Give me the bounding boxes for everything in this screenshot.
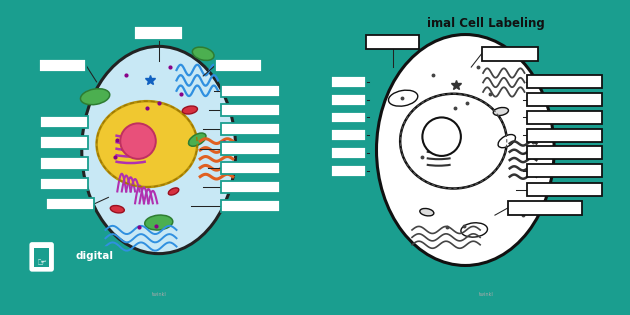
FancyBboxPatch shape	[508, 201, 582, 215]
FancyBboxPatch shape	[527, 111, 602, 124]
Ellipse shape	[145, 215, 173, 230]
FancyBboxPatch shape	[331, 94, 366, 106]
FancyBboxPatch shape	[331, 147, 366, 159]
FancyBboxPatch shape	[39, 60, 86, 72]
FancyBboxPatch shape	[30, 243, 53, 271]
FancyBboxPatch shape	[215, 60, 263, 72]
FancyBboxPatch shape	[527, 183, 602, 197]
Ellipse shape	[81, 89, 110, 105]
Text: twinkl: twinkl	[151, 292, 166, 297]
Ellipse shape	[82, 46, 236, 254]
Text: twinkl: twinkl	[479, 292, 493, 297]
FancyBboxPatch shape	[34, 248, 50, 267]
FancyBboxPatch shape	[221, 84, 280, 97]
FancyBboxPatch shape	[331, 76, 366, 88]
Ellipse shape	[493, 107, 508, 116]
Ellipse shape	[96, 101, 197, 187]
Ellipse shape	[188, 133, 206, 146]
Ellipse shape	[461, 223, 488, 237]
FancyBboxPatch shape	[331, 129, 366, 141]
Ellipse shape	[420, 209, 434, 216]
Ellipse shape	[498, 135, 515, 148]
FancyBboxPatch shape	[70, 246, 119, 266]
Circle shape	[19, 228, 74, 282]
FancyBboxPatch shape	[481, 47, 538, 61]
FancyBboxPatch shape	[134, 26, 183, 40]
FancyBboxPatch shape	[527, 93, 602, 106]
Circle shape	[422, 117, 461, 156]
Text: imal Cell Labeling: imal Cell Labeling	[427, 17, 545, 30]
Ellipse shape	[110, 205, 124, 213]
Ellipse shape	[168, 188, 179, 195]
FancyBboxPatch shape	[221, 123, 280, 135]
FancyBboxPatch shape	[40, 178, 88, 190]
Circle shape	[120, 123, 156, 159]
FancyBboxPatch shape	[366, 35, 420, 49]
Text: ☞: ☞	[37, 258, 47, 268]
FancyBboxPatch shape	[527, 164, 602, 177]
FancyBboxPatch shape	[527, 146, 602, 159]
FancyBboxPatch shape	[331, 112, 366, 123]
FancyBboxPatch shape	[40, 116, 88, 128]
Ellipse shape	[400, 94, 507, 188]
FancyBboxPatch shape	[527, 129, 602, 142]
Ellipse shape	[389, 90, 418, 106]
Ellipse shape	[182, 106, 197, 114]
FancyBboxPatch shape	[40, 136, 88, 149]
FancyBboxPatch shape	[221, 142, 280, 155]
Text: Animal Cell Labeling: Animal Cell Labeling	[91, 17, 226, 30]
FancyBboxPatch shape	[331, 165, 366, 177]
Ellipse shape	[377, 35, 554, 266]
FancyBboxPatch shape	[221, 200, 280, 213]
FancyBboxPatch shape	[527, 75, 602, 89]
FancyBboxPatch shape	[45, 198, 94, 210]
Text: digital: digital	[76, 251, 113, 261]
FancyBboxPatch shape	[221, 181, 280, 193]
FancyBboxPatch shape	[221, 104, 280, 116]
FancyBboxPatch shape	[40, 157, 88, 169]
FancyBboxPatch shape	[221, 162, 280, 174]
Ellipse shape	[192, 47, 214, 60]
